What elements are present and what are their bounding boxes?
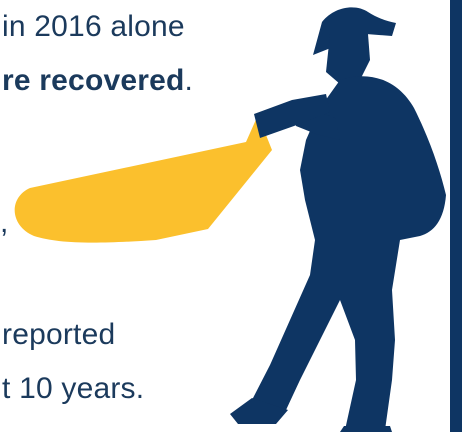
fact-text-line-2-tail: . [184,64,194,97]
right-accent-bar [450,0,462,432]
fact-text-line-1: in 2016 alone [2,10,185,43]
fact-text-line-2: re recovered. [2,64,193,98]
fact-text-line-3: reported [2,318,116,351]
detective-icon [230,7,446,432]
fact-text-comma: , [0,206,9,239]
fact-text-line-2-bold: re recovered [2,64,185,97]
flashlight-beam-icon [14,115,273,243]
fact-text-line-4: t 10 years. [2,372,145,405]
